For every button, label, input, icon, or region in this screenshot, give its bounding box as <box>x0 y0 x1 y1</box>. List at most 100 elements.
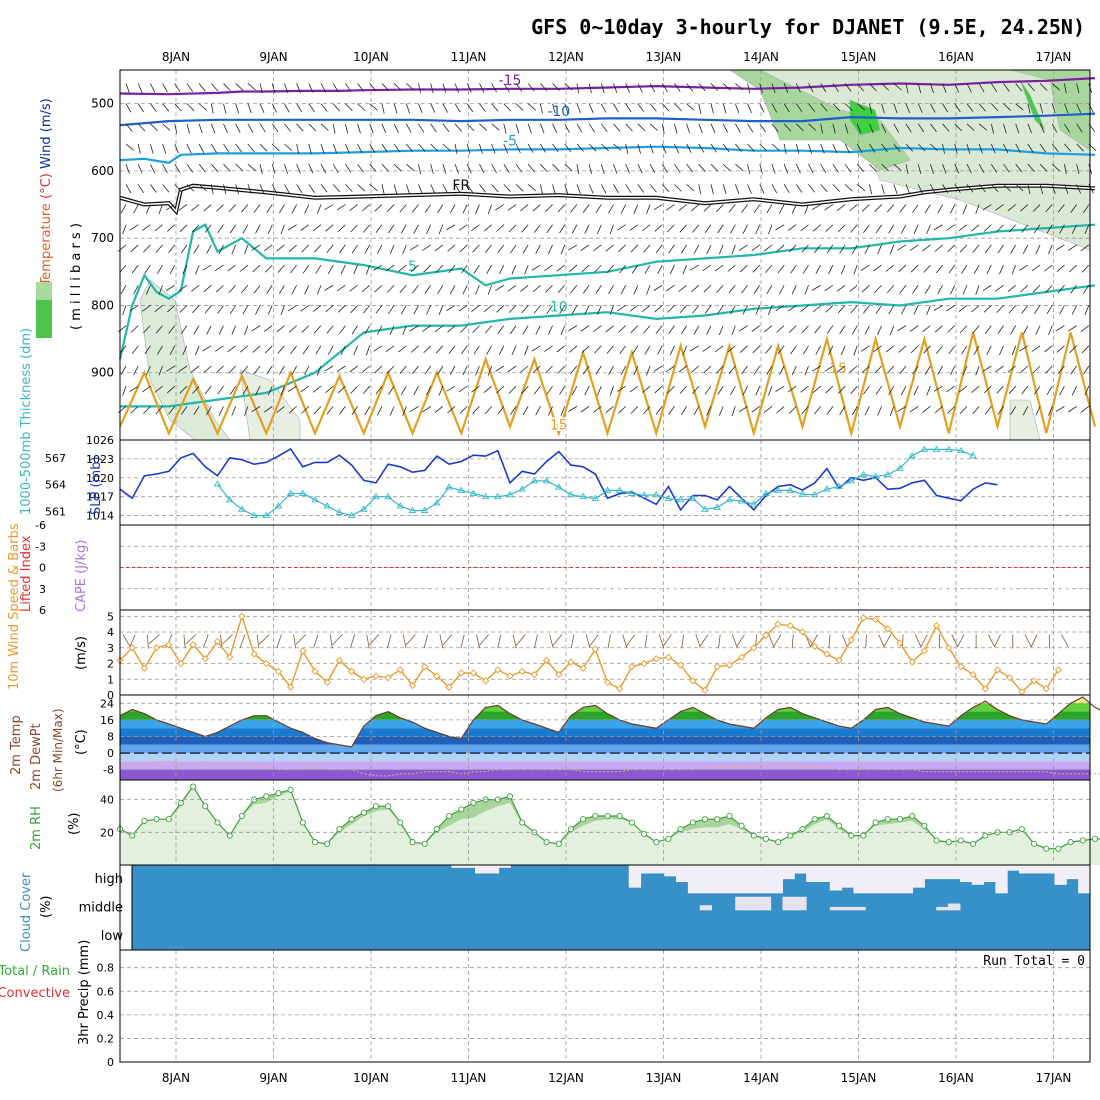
wind-barb <box>484 406 492 415</box>
wind-barb <box>613 123 621 132</box>
wind-barb <box>728 365 736 374</box>
rh2m-marker <box>336 825 343 833</box>
wind-barb <box>625 83 630 93</box>
wind-barb <box>824 284 834 292</box>
wind-barb <box>768 386 773 396</box>
rh2m-marker <box>177 799 184 806</box>
wind-barb <box>438 224 444 235</box>
slp-marker <box>567 490 575 498</box>
wind-barb <box>337 224 346 232</box>
wind10m-barb <box>332 634 343 645</box>
wind10m-marker <box>603 678 612 687</box>
cloud-high-clear <box>711 865 724 894</box>
cloud-high-clear <box>794 865 807 874</box>
wind-barb <box>856 123 862 134</box>
wind10m-barb <box>994 634 1001 648</box>
wind10m-marker <box>579 664 587 672</box>
wind-barb <box>704 385 712 395</box>
wind-barb <box>653 365 663 372</box>
wind-barb <box>409 325 419 332</box>
wind-barb <box>479 143 483 154</box>
wind-barb <box>674 103 682 111</box>
wind-barb <box>154 385 163 393</box>
wind-barb <box>771 164 776 174</box>
wind-barb <box>689 264 700 271</box>
wind-barb <box>930 103 936 113</box>
wind-barb <box>265 345 273 354</box>
slp-marker <box>335 508 344 515</box>
wind-barb <box>730 385 736 395</box>
lifted-index-tick: -6 <box>35 519 46 532</box>
temp-unit-label: (°C) <box>39 173 54 199</box>
wind-barb <box>608 204 614 214</box>
wind-barb <box>339 325 346 334</box>
wind-speed-tick: 3 <box>107 642 114 655</box>
wind-barb <box>942 184 949 194</box>
wind-barb <box>466 164 472 174</box>
wind10m-barb <box>699 634 709 647</box>
wind-barb <box>520 365 529 373</box>
rh2m-marker <box>433 825 440 833</box>
wind-speed-tick: 0 <box>107 689 114 702</box>
wind-barb <box>150 164 156 174</box>
wind-barb <box>304 285 310 295</box>
wind-barb <box>400 385 407 396</box>
wind-barb <box>253 204 261 213</box>
wind-barb <box>385 264 395 272</box>
rh2m-marker <box>1043 845 1050 852</box>
wind-barb <box>849 204 858 212</box>
slp-marker <box>823 485 831 492</box>
wind-barb <box>495 204 505 211</box>
wind-barb <box>545 284 553 293</box>
wind-barb <box>775 305 785 312</box>
wind-barb <box>753 365 761 375</box>
wind-barb <box>825 305 834 313</box>
wind-barb <box>996 224 1004 233</box>
wind-barb <box>496 305 505 313</box>
slp-ylabel: SLP (mb) <box>89 456 104 515</box>
slp-marker <box>494 492 502 500</box>
wind-barb <box>620 285 627 295</box>
wind-barb <box>609 224 614 235</box>
wind-barb <box>605 244 614 252</box>
wind-barb <box>706 244 712 255</box>
wind-barb <box>576 83 580 94</box>
wind-barb <box>571 385 578 396</box>
rh2m-marker <box>506 793 514 800</box>
temp-tick-label: -8 <box>103 764 114 777</box>
wind-barb <box>326 244 334 253</box>
wind-barb <box>296 123 304 132</box>
wind-barb <box>984 244 992 254</box>
wind10m-barb <box>626 634 636 647</box>
wind-barb <box>1084 224 1090 235</box>
slp-marker <box>676 495 685 503</box>
wind-barb <box>893 123 900 133</box>
wind-barb <box>728 204 736 213</box>
wind10m-marker <box>908 658 916 666</box>
wind10m-barb <box>695 634 701 648</box>
wind-barb <box>503 103 511 112</box>
rh2m-marker <box>555 840 562 847</box>
wind10m-marker <box>835 656 843 665</box>
wind-barb <box>861 204 870 212</box>
wind-barb <box>1008 305 1016 314</box>
wind-barb <box>145 365 151 376</box>
wind-barb <box>320 143 325 154</box>
wind10m-marker <box>408 681 417 690</box>
wind-barb <box>900 385 907 396</box>
wind-barb <box>766 285 773 295</box>
wind-barb <box>837 224 846 233</box>
wind-barb <box>783 103 790 113</box>
wind-barb <box>942 123 950 132</box>
wind10m-marker <box>1030 677 1038 685</box>
wind-barb <box>223 103 227 114</box>
wind-barb <box>795 103 803 113</box>
wind-barb <box>1059 224 1065 234</box>
wind-barb <box>717 305 724 315</box>
wind-barb <box>844 103 853 111</box>
slp-marker <box>944 445 953 452</box>
wind-barb <box>324 204 334 211</box>
slp-tick-label: 1017 <box>86 491 114 504</box>
wind-barb <box>143 244 151 253</box>
